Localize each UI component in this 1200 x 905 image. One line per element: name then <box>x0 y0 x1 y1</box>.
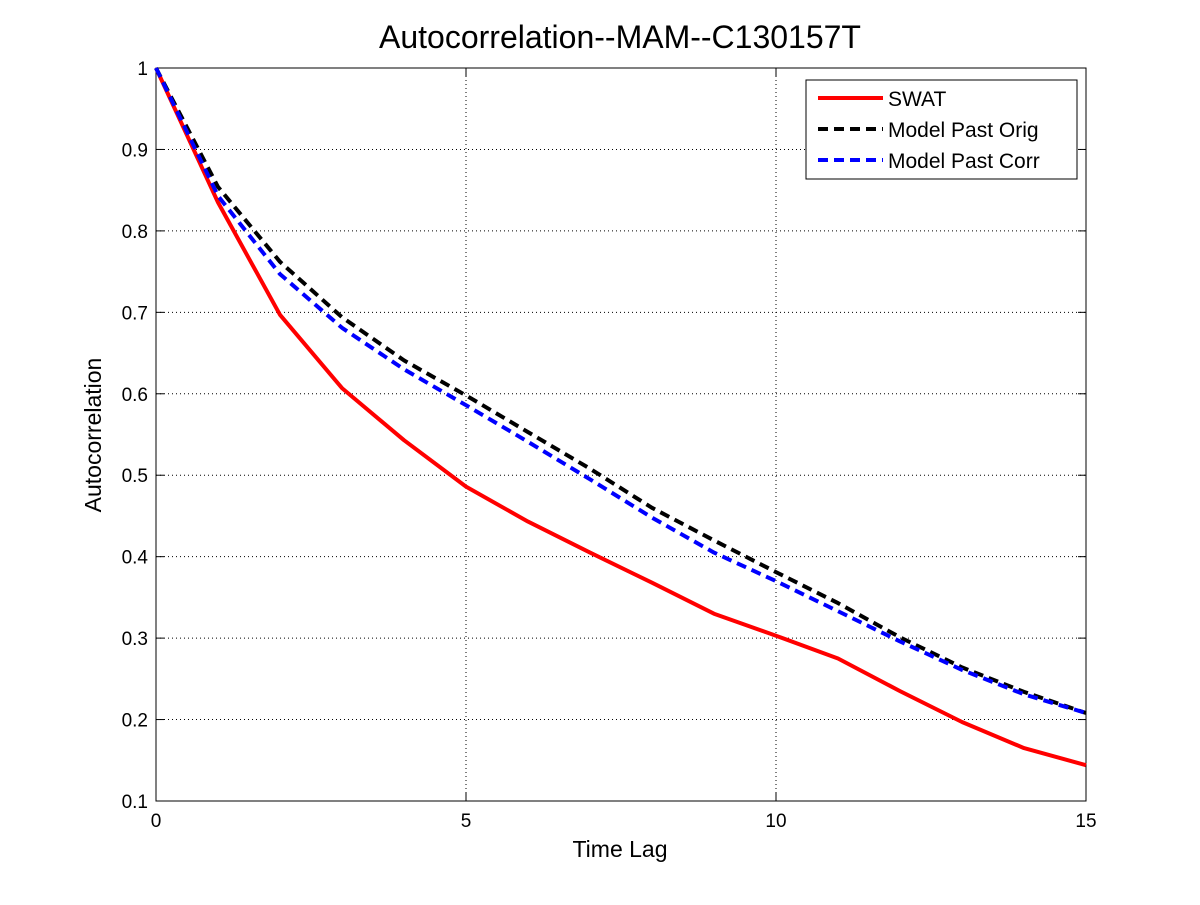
grid-lines <box>156 68 1086 801</box>
series-line-model-past-orig <box>154 67 1087 715</box>
y-tick-label: 0.2 <box>122 711 148 732</box>
y-tick-label: 0.5 <box>122 466 148 487</box>
y-tick-label: 0.1 <box>122 792 148 813</box>
y-tick-label: 1 <box>137 59 148 80</box>
series-line-swat <box>154 67 1087 768</box>
x-tick-label: 15 <box>1075 811 1096 832</box>
y-tick-label: 0.4 <box>122 548 149 569</box>
x-tick-label: 0 <box>151 811 162 832</box>
y-tick-label: 0.7 <box>122 303 148 324</box>
series-line-model-past-corr <box>154 67 1087 715</box>
legend-label-model-past-corr: Model Past Corr <box>888 150 1040 173</box>
chart-legend: SWAT Model Past Orig Model Past Corr <box>805 79 1078 180</box>
chart-title: Autocorrelation--MAM--C130157T <box>379 19 861 55</box>
x-tick-label: 5 <box>461 811 472 832</box>
y-tick-label: 0.9 <box>122 140 148 161</box>
x-tick-label: 10 <box>765 811 786 832</box>
legend-label-swat: SWAT <box>888 88 946 111</box>
y-tick-label: 0.3 <box>122 629 148 650</box>
y-tick-label: 0.6 <box>122 385 148 406</box>
plot-area-frame <box>155 67 1087 802</box>
y-axis-label: Autocorrelation <box>80 358 106 513</box>
x-axis-label: Time Lag <box>572 836 667 862</box>
series-lines <box>154 67 1087 768</box>
y-tick-label: 0.8 <box>122 222 148 243</box>
axis-ticks: 0 5 10 15 0.1 0.2 0.3 0.4 0.5 0.6 0.7 0.8 0.9 1 <box>122 59 1097 832</box>
legend-label-model-past-orig: Model Past Orig <box>888 119 1039 142</box>
